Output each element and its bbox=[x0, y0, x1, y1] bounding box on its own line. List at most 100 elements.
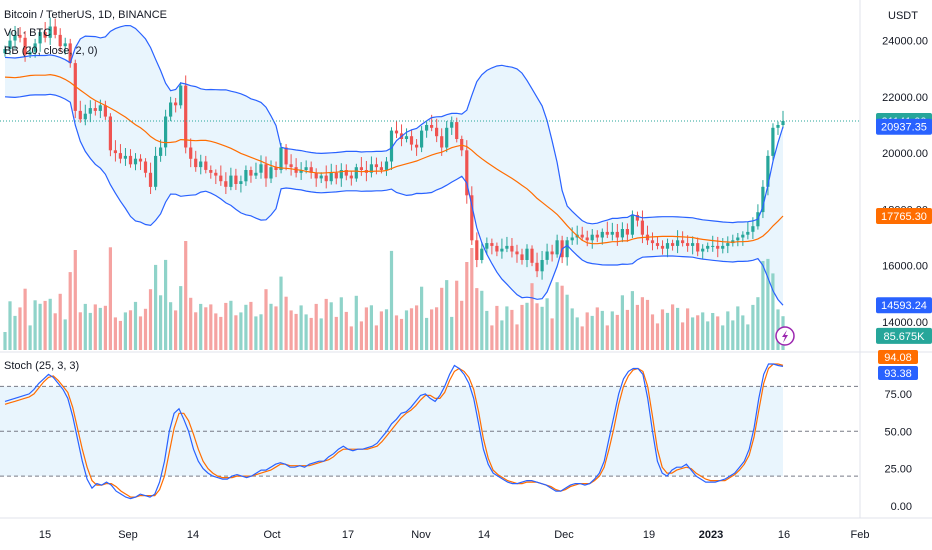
volume-bar bbox=[585, 312, 589, 350]
candle-body bbox=[600, 231, 604, 238]
candle-body bbox=[274, 167, 278, 170]
candle-body bbox=[741, 234, 745, 238]
volume-bar bbox=[681, 322, 685, 350]
price-tick-label: 24000.00 bbox=[882, 36, 928, 48]
price-tag: 85.675K bbox=[876, 327, 932, 344]
candle-body bbox=[635, 215, 639, 221]
price-tick-label: 22000.00 bbox=[882, 92, 928, 104]
candle-body bbox=[224, 181, 228, 187]
candle-body bbox=[249, 170, 253, 176]
candle-body bbox=[736, 237, 740, 241]
candle-body bbox=[650, 240, 655, 244]
volume-bar bbox=[23, 288, 27, 350]
volume-bar bbox=[676, 307, 680, 350]
volume-bar bbox=[148, 289, 153, 350]
price-tag: 17765.30 bbox=[876, 207, 932, 224]
candle-body bbox=[264, 164, 268, 179]
stoch-tick-label: 50.00 bbox=[884, 426, 912, 438]
candle-body bbox=[530, 248, 534, 263]
candle-body bbox=[706, 245, 710, 249]
volume-bar bbox=[490, 325, 494, 350]
volume-bar bbox=[63, 319, 67, 350]
candle-body bbox=[726, 243, 730, 246]
volume-bar bbox=[48, 298, 52, 350]
volume-bar bbox=[756, 297, 760, 350]
time-tick-label: 14 bbox=[478, 529, 490, 541]
volume-bar bbox=[334, 316, 338, 350]
candle-body bbox=[314, 172, 318, 179]
volume-bar bbox=[269, 303, 273, 350]
candle-body bbox=[13, 34, 17, 41]
volume-bar bbox=[389, 250, 394, 350]
volume-bar bbox=[319, 318, 323, 350]
volume-bar bbox=[480, 290, 484, 350]
volume-bar bbox=[359, 321, 363, 350]
volume-bar bbox=[640, 297, 644, 350]
candle-body bbox=[525, 248, 529, 260]
volume-bar bbox=[234, 315, 238, 350]
volume-bar bbox=[189, 297, 193, 350]
volume-bar bbox=[324, 298, 328, 350]
candle-body bbox=[751, 226, 755, 232]
candle-body bbox=[369, 164, 373, 173]
volume-bar bbox=[259, 314, 263, 350]
stoch-tag-label: 94.08 bbox=[884, 352, 912, 364]
candle-body bbox=[490, 243, 494, 246]
candle-body bbox=[465, 150, 469, 196]
candle-body bbox=[430, 125, 434, 128]
candle-body bbox=[470, 195, 474, 241]
volume-bars bbox=[3, 241, 785, 350]
candle-body bbox=[425, 125, 429, 131]
candle-body bbox=[545, 251, 549, 260]
candle-body bbox=[354, 167, 358, 179]
volume-bar bbox=[3, 332, 7, 350]
volume-bar bbox=[590, 315, 594, 350]
candle-body bbox=[164, 116, 168, 148]
volume-bar bbox=[515, 324, 519, 350]
candle-body bbox=[701, 248, 705, 252]
time-tick-label: Feb bbox=[851, 529, 870, 541]
candle-body bbox=[93, 108, 97, 111]
candle-body bbox=[219, 175, 223, 182]
bb-basis-line bbox=[4, 73, 784, 245]
candle-body bbox=[148, 172, 153, 187]
volume-bar bbox=[465, 262, 469, 350]
stoch-tag-box bbox=[878, 350, 918, 364]
candle-body bbox=[8, 40, 12, 49]
candle-body bbox=[309, 167, 313, 173]
time-tick-label: 2023 bbox=[699, 529, 723, 541]
volume-bar bbox=[118, 320, 122, 350]
volume-bar bbox=[138, 316, 143, 350]
volume-bar bbox=[630, 291, 634, 350]
volume-bar bbox=[113, 317, 117, 350]
volume-bar bbox=[224, 302, 228, 350]
candle-body bbox=[244, 170, 248, 182]
candle-body bbox=[159, 147, 163, 156]
candle-body bbox=[766, 155, 770, 187]
volume-bar bbox=[716, 316, 720, 350]
candle-body bbox=[53, 26, 57, 35]
price-tag-label: 14593.24 bbox=[881, 300, 927, 312]
volume-bar bbox=[440, 287, 444, 350]
candle-body bbox=[209, 170, 213, 173]
candle-body bbox=[138, 158, 143, 162]
stoch-tag-label: 93.38 bbox=[884, 368, 912, 380]
volume-bar bbox=[620, 295, 624, 350]
volume-bar bbox=[194, 312, 198, 350]
price-tick-label: 20000.00 bbox=[882, 148, 928, 160]
candle-body bbox=[349, 175, 353, 179]
volume-bar bbox=[580, 326, 584, 350]
volume-bar bbox=[565, 294, 569, 350]
candle-body bbox=[299, 170, 303, 173]
volume-bar bbox=[610, 311, 614, 350]
candle-body bbox=[33, 43, 37, 52]
symbol-title: Bitcoin / TetherUS, 1D, BINANCE bbox=[4, 9, 168, 21]
bb-lower-line bbox=[4, 93, 784, 306]
price-tag-box bbox=[876, 118, 932, 135]
volume-bar bbox=[354, 295, 358, 350]
candle-body bbox=[239, 181, 243, 184]
volume-bar bbox=[8, 301, 12, 350]
volume-bar bbox=[164, 259, 168, 350]
volume-bar bbox=[394, 315, 399, 350]
volume-bar bbox=[58, 293, 62, 350]
